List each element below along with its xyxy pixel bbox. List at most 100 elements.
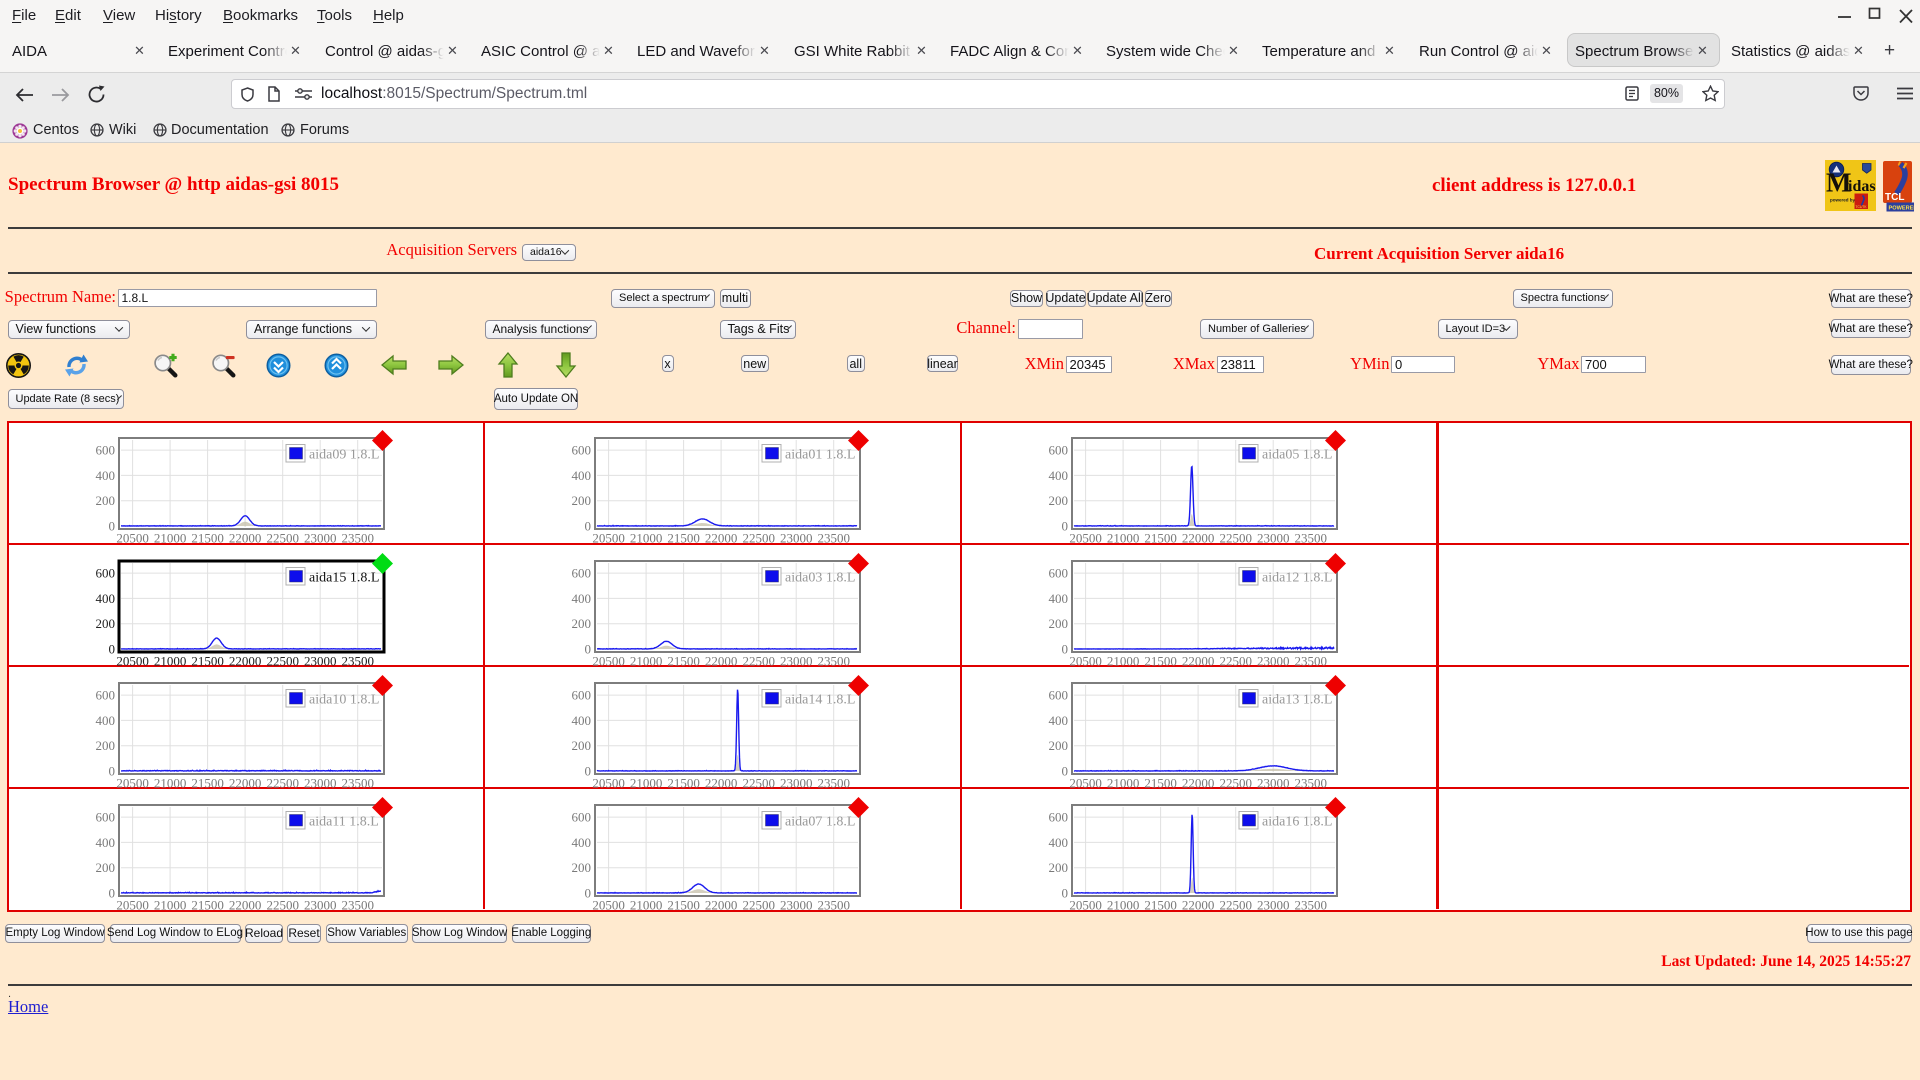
svg-text:23000: 23000 bbox=[1256, 897, 1289, 912]
svg-text:0: 0 bbox=[1061, 519, 1068, 534]
svg-text:20500: 20500 bbox=[116, 531, 149, 546]
svg-text:21000: 21000 bbox=[154, 531, 187, 546]
svg-text:aida16 1.8.L: aida16 1.8.L bbox=[1262, 814, 1332, 829]
svg-text:aida15 1.8.L: aida15 1.8.L bbox=[309, 570, 379, 585]
svg-text:22500: 22500 bbox=[1219, 775, 1252, 790]
svg-text:22000: 22000 bbox=[1181, 531, 1214, 546]
svg-text:600: 600 bbox=[572, 565, 592, 580]
svg-text:20500: 20500 bbox=[592, 653, 625, 668]
svg-text:23500: 23500 bbox=[1294, 653, 1327, 668]
svg-text:20500: 20500 bbox=[1069, 897, 1102, 912]
svg-text:22500: 22500 bbox=[266, 775, 299, 790]
svg-text:23000: 23000 bbox=[1256, 531, 1289, 546]
svg-text:23000: 23000 bbox=[1256, 775, 1289, 790]
svg-text:21000: 21000 bbox=[630, 775, 663, 790]
svg-text:200: 200 bbox=[96, 738, 116, 753]
svg-text:0: 0 bbox=[109, 763, 116, 778]
svg-text:21000: 21000 bbox=[154, 653, 187, 668]
svg-text:TCL: TCL bbox=[1885, 192, 1904, 203]
svg-text:0: 0 bbox=[1061, 641, 1068, 656]
svg-text:21500: 21500 bbox=[667, 775, 700, 790]
svg-text:21500: 21500 bbox=[191, 531, 224, 546]
svg-text:21000: 21000 bbox=[1106, 653, 1139, 668]
svg-text:aida14 1.8.L: aida14 1.8.L bbox=[785, 692, 855, 707]
svg-text:0: 0 bbox=[1061, 763, 1068, 778]
svg-text:23500: 23500 bbox=[1294, 897, 1327, 912]
svg-text:23000: 23000 bbox=[780, 897, 813, 912]
svg-text:20500: 20500 bbox=[592, 531, 625, 546]
svg-text:200: 200 bbox=[96, 860, 116, 875]
svg-text:22500: 22500 bbox=[1219, 653, 1252, 668]
svg-text:400: 400 bbox=[96, 834, 116, 849]
svg-text:21500: 21500 bbox=[191, 653, 224, 668]
svg-text:400: 400 bbox=[572, 590, 592, 605]
svg-text:aida01 1.8.L: aida01 1.8.L bbox=[785, 448, 855, 463]
svg-text:0: 0 bbox=[585, 519, 592, 534]
svg-text:400: 400 bbox=[1048, 468, 1068, 483]
svg-text:23000: 23000 bbox=[780, 531, 813, 546]
svg-text:400: 400 bbox=[1048, 712, 1068, 727]
svg-text:0: 0 bbox=[109, 519, 116, 534]
svg-text:23000: 23000 bbox=[1256, 653, 1289, 668]
svg-text:400: 400 bbox=[96, 590, 116, 605]
svg-text:200: 200 bbox=[1048, 860, 1068, 875]
svg-text:aida07 1.8.L: aida07 1.8.L bbox=[785, 814, 855, 829]
svg-text:20500: 20500 bbox=[1069, 775, 1102, 790]
svg-text:0: 0 bbox=[585, 641, 592, 656]
svg-text:21000: 21000 bbox=[630, 653, 663, 668]
svg-text:22000: 22000 bbox=[229, 531, 262, 546]
svg-text:22000: 22000 bbox=[1181, 653, 1214, 668]
svg-text:600: 600 bbox=[96, 565, 116, 580]
svg-text:600: 600 bbox=[1048, 565, 1068, 580]
svg-text:aida11 1.8.L: aida11 1.8.L bbox=[309, 814, 379, 829]
svg-text:22500: 22500 bbox=[742, 775, 775, 790]
svg-text:22000: 22000 bbox=[229, 897, 262, 912]
svg-text:23500: 23500 bbox=[341, 653, 374, 668]
svg-text:400: 400 bbox=[572, 468, 592, 483]
svg-text:20500: 20500 bbox=[116, 897, 149, 912]
svg-text:0: 0 bbox=[109, 885, 116, 900]
svg-text:21000: 21000 bbox=[1106, 775, 1139, 790]
svg-text:20500: 20500 bbox=[116, 653, 149, 668]
svg-text:21000: 21000 bbox=[154, 775, 187, 790]
svg-text:23000: 23000 bbox=[304, 897, 337, 912]
svg-text:23000: 23000 bbox=[780, 653, 813, 668]
svg-text:23500: 23500 bbox=[817, 653, 850, 668]
svg-text:22500: 22500 bbox=[742, 653, 775, 668]
svg-text:21000: 21000 bbox=[630, 531, 663, 546]
svg-text:600: 600 bbox=[572, 687, 592, 702]
svg-text:20500: 20500 bbox=[1069, 653, 1102, 668]
svg-text:22500: 22500 bbox=[742, 531, 775, 546]
svg-text:200: 200 bbox=[572, 738, 592, 753]
svg-text:21500: 21500 bbox=[667, 531, 700, 546]
svg-text:22000: 22000 bbox=[705, 653, 738, 668]
svg-text:20500: 20500 bbox=[1069, 531, 1102, 546]
svg-text:23000: 23000 bbox=[304, 775, 337, 790]
svg-text:22500: 22500 bbox=[266, 531, 299, 546]
svg-text:TCL/TK: TCL/TK bbox=[1856, 205, 1868, 209]
svg-text:600: 600 bbox=[96, 687, 116, 702]
svg-text:21500: 21500 bbox=[1144, 897, 1177, 912]
svg-text:21000: 21000 bbox=[1106, 897, 1139, 912]
svg-text:23500: 23500 bbox=[1294, 531, 1327, 546]
svg-text:400: 400 bbox=[96, 712, 116, 727]
svg-text:21500: 21500 bbox=[667, 653, 700, 668]
svg-text:21500: 21500 bbox=[191, 897, 224, 912]
svg-text:21000: 21000 bbox=[154, 897, 187, 912]
svg-text:aida12 1.8.L: aida12 1.8.L bbox=[1262, 570, 1332, 585]
svg-text:600: 600 bbox=[572, 443, 592, 458]
svg-text:powered by: powered by bbox=[1830, 198, 1856, 203]
svg-text:aida13 1.8.L: aida13 1.8.L bbox=[1262, 692, 1332, 707]
svg-text:600: 600 bbox=[1048, 687, 1068, 702]
svg-text:22000: 22000 bbox=[1181, 775, 1214, 790]
svg-text:23500: 23500 bbox=[817, 897, 850, 912]
svg-text:600: 600 bbox=[572, 809, 592, 824]
svg-text:200: 200 bbox=[96, 493, 116, 508]
svg-text:400: 400 bbox=[572, 834, 592, 849]
svg-text:600: 600 bbox=[96, 809, 116, 824]
svg-text:aida03 1.8.L: aida03 1.8.L bbox=[785, 570, 855, 585]
svg-text:22500: 22500 bbox=[266, 653, 299, 668]
svg-text:600: 600 bbox=[1048, 443, 1068, 458]
svg-text:23000: 23000 bbox=[304, 653, 337, 668]
svg-text:22500: 22500 bbox=[742, 897, 775, 912]
